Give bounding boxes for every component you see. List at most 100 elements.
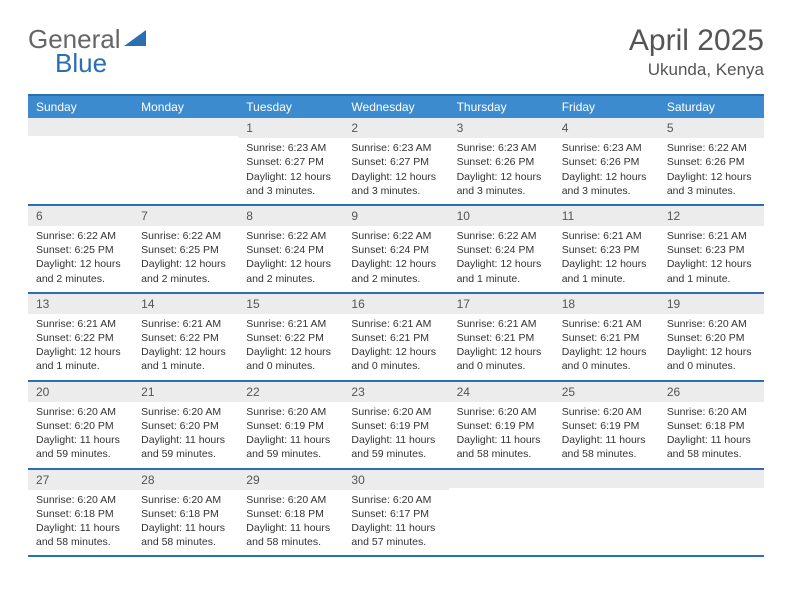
title-month: April 2025 bbox=[629, 24, 764, 58]
sunset-text: Sunset: 6:20 PM bbox=[141, 419, 230, 433]
day-info: Sunrise: 6:21 AMSunset: 6:21 PMDaylight:… bbox=[343, 314, 448, 380]
day-cell: 16Sunrise: 6:21 AMSunset: 6:21 PMDayligh… bbox=[343, 294, 448, 380]
sunrise-text: Sunrise: 6:21 AM bbox=[667, 229, 756, 243]
sunset-text: Sunset: 6:18 PM bbox=[667, 419, 756, 433]
day-cell: 14Sunrise: 6:21 AMSunset: 6:22 PMDayligh… bbox=[133, 294, 238, 380]
sunrise-text: Sunrise: 6:20 AM bbox=[246, 493, 335, 507]
sunset-text: Sunset: 6:27 PM bbox=[351, 155, 440, 169]
day-number: 26 bbox=[659, 382, 764, 402]
daylight-text: Daylight: 12 hours and 3 minutes. bbox=[351, 170, 440, 198]
day-number: 21 bbox=[133, 382, 238, 402]
day-cell: 7Sunrise: 6:22 AMSunset: 6:25 PMDaylight… bbox=[133, 206, 238, 292]
sunrise-text: Sunrise: 6:23 AM bbox=[562, 141, 651, 155]
sunset-text: Sunset: 6:21 PM bbox=[457, 331, 546, 345]
daylight-text: Daylight: 12 hours and 1 minute. bbox=[457, 257, 546, 285]
day-number: 22 bbox=[238, 382, 343, 402]
day-cell: 24Sunrise: 6:20 AMSunset: 6:19 PMDayligh… bbox=[449, 382, 554, 468]
day-info: Sunrise: 6:20 AMSunset: 6:20 PMDaylight:… bbox=[28, 402, 133, 468]
day-number: 28 bbox=[133, 470, 238, 490]
sunset-text: Sunset: 6:23 PM bbox=[562, 243, 651, 257]
sunrise-text: Sunrise: 6:20 AM bbox=[246, 405, 335, 419]
daylight-text: Daylight: 12 hours and 2 minutes. bbox=[246, 257, 335, 285]
daylight-text: Daylight: 11 hours and 59 minutes. bbox=[351, 433, 440, 461]
sunset-text: Sunset: 6:18 PM bbox=[141, 507, 230, 521]
sunset-text: Sunset: 6:26 PM bbox=[562, 155, 651, 169]
day-info: Sunrise: 6:20 AMSunset: 6:17 PMDaylight:… bbox=[343, 490, 448, 556]
day-info: Sunrise: 6:22 AMSunset: 6:24 PMDaylight:… bbox=[449, 226, 554, 292]
day-cell bbox=[659, 470, 764, 556]
day-number: 17 bbox=[449, 294, 554, 314]
day-header: Sunday bbox=[28, 96, 133, 118]
day-cell: 29Sunrise: 6:20 AMSunset: 6:18 PMDayligh… bbox=[238, 470, 343, 556]
day-header-row: Sunday Monday Tuesday Wednesday Thursday… bbox=[28, 96, 764, 118]
header: General April 2025 Ukunda, Kenya bbox=[28, 24, 764, 80]
daylight-text: Daylight: 11 hours and 58 minutes. bbox=[36, 521, 125, 549]
sunrise-text: Sunrise: 6:21 AM bbox=[36, 317, 125, 331]
day-cell: 2Sunrise: 6:23 AMSunset: 6:27 PMDaylight… bbox=[343, 118, 448, 204]
sunrise-text: Sunrise: 6:23 AM bbox=[457, 141, 546, 155]
sunrise-text: Sunrise: 6:21 AM bbox=[562, 317, 651, 331]
day-cell: 19Sunrise: 6:20 AMSunset: 6:20 PMDayligh… bbox=[659, 294, 764, 380]
sunrise-text: Sunrise: 6:22 AM bbox=[667, 141, 756, 155]
day-number: 11 bbox=[554, 206, 659, 226]
sunset-text: Sunset: 6:27 PM bbox=[246, 155, 335, 169]
daylight-text: Daylight: 11 hours and 58 minutes. bbox=[141, 521, 230, 549]
daylight-text: Daylight: 12 hours and 3 minutes. bbox=[457, 170, 546, 198]
day-number-empty bbox=[449, 470, 554, 488]
day-cell: 12Sunrise: 6:21 AMSunset: 6:23 PMDayligh… bbox=[659, 206, 764, 292]
day-header: Monday bbox=[133, 96, 238, 118]
day-info: Sunrise: 6:20 AMSunset: 6:19 PMDaylight:… bbox=[554, 402, 659, 468]
daylight-text: Daylight: 12 hours and 2 minutes. bbox=[36, 257, 125, 285]
day-info: Sunrise: 6:20 AMSunset: 6:18 PMDaylight:… bbox=[238, 490, 343, 556]
sunset-text: Sunset: 6:18 PM bbox=[246, 507, 335, 521]
sunrise-text: Sunrise: 6:21 AM bbox=[457, 317, 546, 331]
day-number: 14 bbox=[133, 294, 238, 314]
weeks-container: 1Sunrise: 6:23 AMSunset: 6:27 PMDaylight… bbox=[28, 118, 764, 557]
day-number: 19 bbox=[659, 294, 764, 314]
sunrise-text: Sunrise: 6:20 AM bbox=[36, 405, 125, 419]
sunrise-text: Sunrise: 6:22 AM bbox=[246, 229, 335, 243]
daylight-text: Daylight: 12 hours and 0 minutes. bbox=[562, 345, 651, 373]
day-info: Sunrise: 6:21 AMSunset: 6:22 PMDaylight:… bbox=[238, 314, 343, 380]
day-cell: 17Sunrise: 6:21 AMSunset: 6:21 PMDayligh… bbox=[449, 294, 554, 380]
day-info: Sunrise: 6:21 AMSunset: 6:22 PMDaylight:… bbox=[28, 314, 133, 380]
day-number: 29 bbox=[238, 470, 343, 490]
day-info: Sunrise: 6:21 AMSunset: 6:23 PMDaylight:… bbox=[554, 226, 659, 292]
week-row: 27Sunrise: 6:20 AMSunset: 6:18 PMDayligh… bbox=[28, 470, 764, 558]
day-info: Sunrise: 6:22 AMSunset: 6:25 PMDaylight:… bbox=[133, 226, 238, 292]
sunset-text: Sunset: 6:19 PM bbox=[562, 419, 651, 433]
sunset-text: Sunset: 6:25 PM bbox=[141, 243, 230, 257]
day-number: 4 bbox=[554, 118, 659, 138]
day-cell: 5Sunrise: 6:22 AMSunset: 6:26 PMDaylight… bbox=[659, 118, 764, 204]
daylight-text: Daylight: 12 hours and 0 minutes. bbox=[667, 345, 756, 373]
day-cell: 8Sunrise: 6:22 AMSunset: 6:24 PMDaylight… bbox=[238, 206, 343, 292]
daylight-text: Daylight: 12 hours and 3 minutes. bbox=[246, 170, 335, 198]
sunset-text: Sunset: 6:19 PM bbox=[246, 419, 335, 433]
day-cell bbox=[133, 118, 238, 204]
title-block: April 2025 Ukunda, Kenya bbox=[629, 24, 764, 80]
day-number: 16 bbox=[343, 294, 448, 314]
daylight-text: Daylight: 12 hours and 2 minutes. bbox=[351, 257, 440, 285]
day-number-empty bbox=[659, 470, 764, 488]
day-number: 7 bbox=[133, 206, 238, 226]
day-number: 9 bbox=[343, 206, 448, 226]
sunset-text: Sunset: 6:18 PM bbox=[36, 507, 125, 521]
daylight-text: Daylight: 12 hours and 0 minutes. bbox=[351, 345, 440, 373]
sunrise-text: Sunrise: 6:20 AM bbox=[141, 493, 230, 507]
sunset-text: Sunset: 6:22 PM bbox=[141, 331, 230, 345]
sunrise-text: Sunrise: 6:20 AM bbox=[457, 405, 546, 419]
day-number: 23 bbox=[343, 382, 448, 402]
day-cell: 4Sunrise: 6:23 AMSunset: 6:26 PMDaylight… bbox=[554, 118, 659, 204]
day-info: Sunrise: 6:20 AMSunset: 6:19 PMDaylight:… bbox=[238, 402, 343, 468]
day-cell bbox=[449, 470, 554, 556]
daylight-text: Daylight: 11 hours and 58 minutes. bbox=[457, 433, 546, 461]
day-cell: 22Sunrise: 6:20 AMSunset: 6:19 PMDayligh… bbox=[238, 382, 343, 468]
daylight-text: Daylight: 11 hours and 58 minutes. bbox=[667, 433, 756, 461]
title-location: Ukunda, Kenya bbox=[629, 60, 764, 80]
day-number: 10 bbox=[449, 206, 554, 226]
daylight-text: Daylight: 11 hours and 59 minutes. bbox=[246, 433, 335, 461]
daylight-text: Daylight: 12 hours and 1 minute. bbox=[562, 257, 651, 285]
day-info: Sunrise: 6:23 AMSunset: 6:27 PMDaylight:… bbox=[238, 138, 343, 204]
day-number: 15 bbox=[238, 294, 343, 314]
sunrise-text: Sunrise: 6:20 AM bbox=[351, 405, 440, 419]
